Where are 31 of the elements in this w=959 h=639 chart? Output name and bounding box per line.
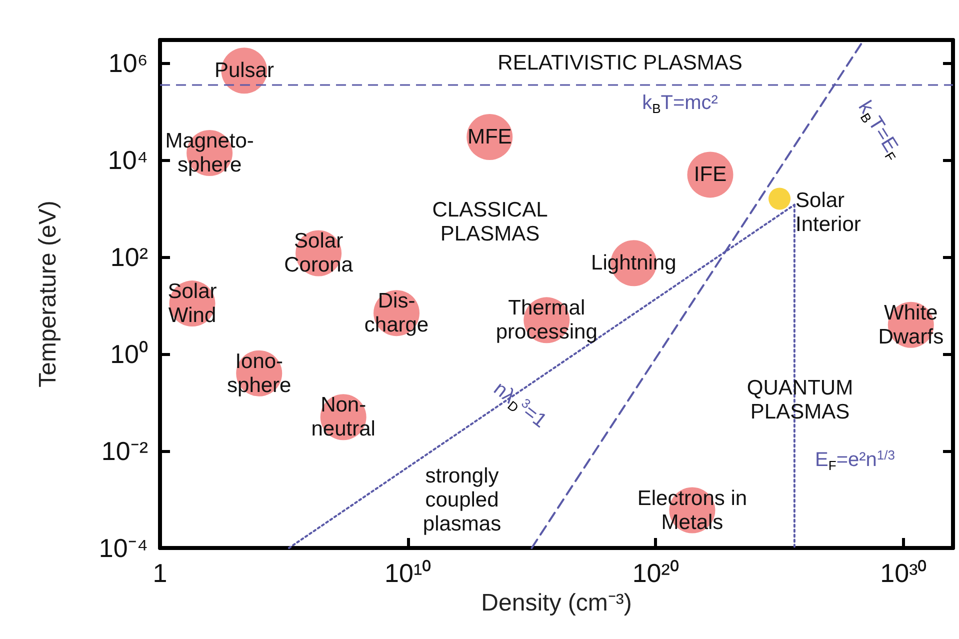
annotation: Solar Corona	[284, 230, 354, 277]
annotation: Pulsar	[214, 59, 274, 82]
y-axis-title: Temperature (eV)	[34, 200, 62, 388]
annotation: MFE	[467, 125, 512, 148]
y-tick-label: 10⁶	[108, 48, 148, 78]
y-tick-label: 10⁻²	[101, 436, 148, 466]
annotation: Electrons in Metals	[637, 486, 748, 534]
x-tick-label: 10¹⁰	[384, 558, 432, 588]
y-tick-label: 10⁻⁴	[98, 533, 148, 563]
x-tick-label: 1	[152, 558, 168, 588]
x-tick-label: 10²⁰	[632, 558, 679, 588]
annotation: Thermal processing	[496, 296, 598, 344]
annotation: Lightning	[591, 252, 676, 275]
annotation: Non- neutral	[311, 394, 376, 441]
annotation: strongly coupled plasmas	[422, 464, 502, 536]
annotation: Magneto- sphere	[165, 130, 254, 177]
annotation: CLASSICAL PLASMAS	[432, 198, 548, 246]
annotation: Solar Wind	[168, 280, 217, 328]
annotation: IFE	[694, 163, 727, 186]
annotation: Solar Interior	[796, 189, 861, 236]
x-tick-label: 10³⁰	[880, 558, 927, 588]
annotation: White Dwarfs	[878, 301, 944, 348]
y-tick-label: 10²	[110, 242, 148, 272]
annotation: Iono- sphere	[227, 350, 292, 397]
y-tick-label: 10⁴	[108, 145, 148, 176]
annotation: Dis- charge	[364, 290, 429, 337]
annotation: QUANTUM PLASMAS	[746, 376, 854, 424]
annotation: RELATIVISTIC PLASMAS	[498, 52, 742, 74]
x-axis-title: Density (cm⁻³)	[481, 589, 632, 616]
annotation: nλD3=1	[489, 378, 551, 432]
y-tick-label: 10⁰	[110, 339, 148, 370]
